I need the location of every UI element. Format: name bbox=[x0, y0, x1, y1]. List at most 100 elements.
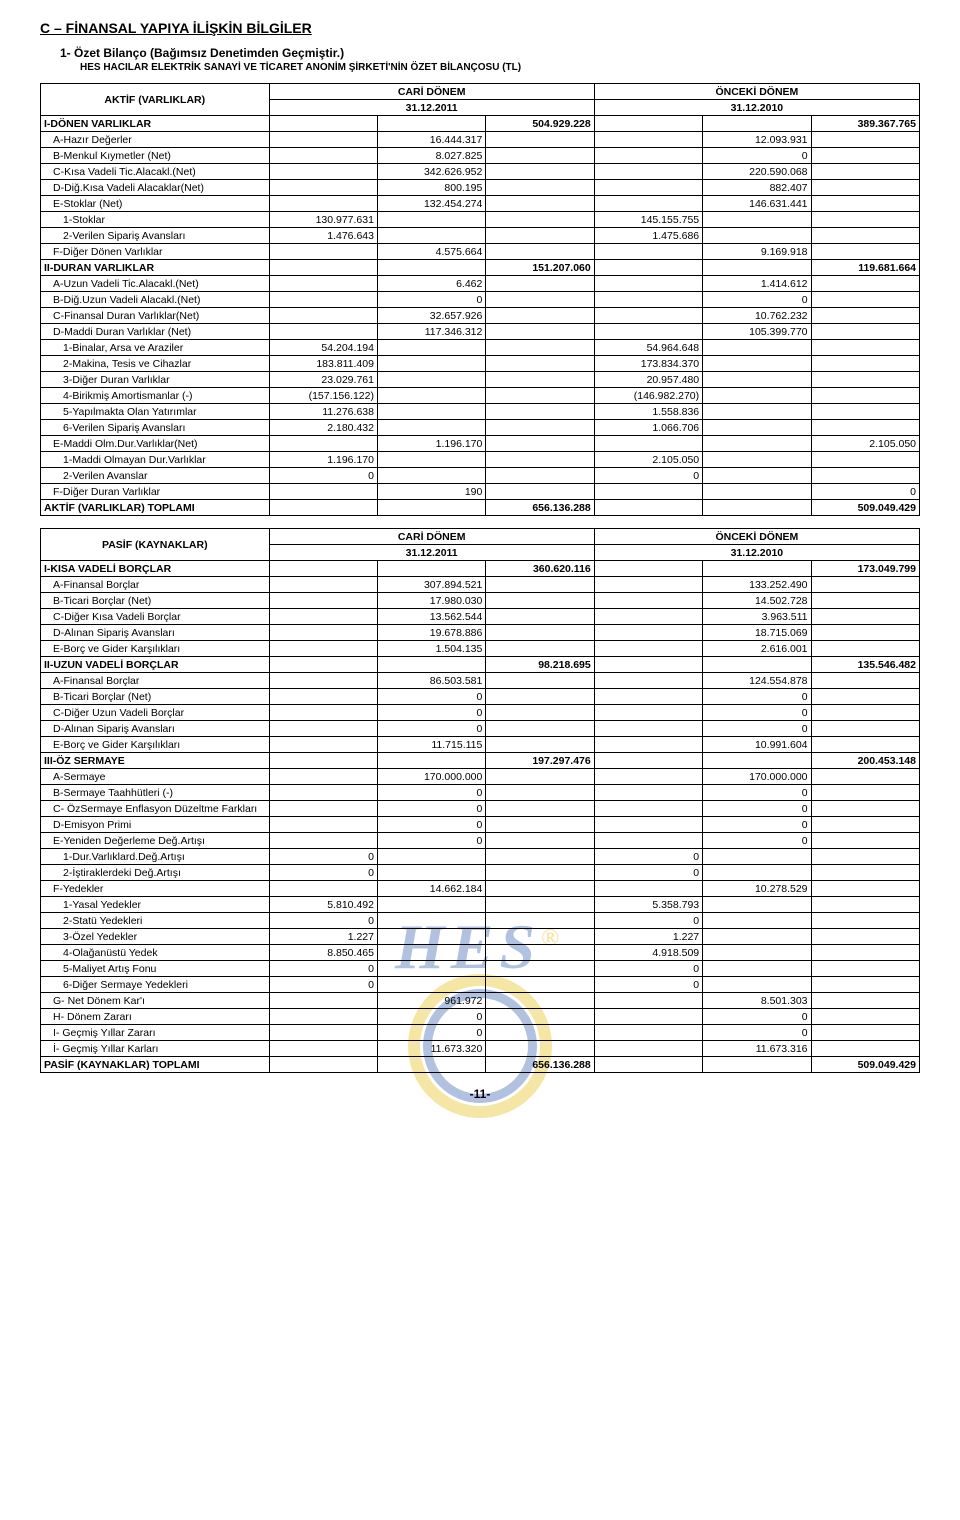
row-value: 132.454.274 bbox=[377, 196, 485, 212]
row-label: C-Finansal Duran Varlıklar(Net) bbox=[41, 308, 270, 324]
row-value bbox=[594, 561, 702, 577]
row-value bbox=[594, 292, 702, 308]
row-label: 4-Olağanüstü Yedek bbox=[41, 945, 270, 961]
row-value bbox=[377, 913, 485, 929]
row-value bbox=[486, 484, 594, 500]
row-value bbox=[486, 817, 594, 833]
row-value bbox=[811, 420, 919, 436]
row-value bbox=[377, 356, 485, 372]
row-value: 0 bbox=[703, 689, 811, 705]
row-value bbox=[594, 817, 702, 833]
row-value bbox=[377, 897, 485, 913]
row-value bbox=[594, 737, 702, 753]
row-value bbox=[811, 689, 919, 705]
row-value bbox=[594, 324, 702, 340]
row-value: 0 bbox=[377, 705, 485, 721]
row-value bbox=[486, 1025, 594, 1041]
table-row: III-ÖZ SERMAYE197.297.476200.453.148 bbox=[41, 753, 920, 769]
row-value bbox=[811, 929, 919, 945]
row-value bbox=[269, 817, 377, 833]
row-value bbox=[486, 276, 594, 292]
row-value bbox=[703, 452, 811, 468]
row-value bbox=[269, 769, 377, 785]
row-value: 5.810.492 bbox=[269, 897, 377, 913]
row-value bbox=[486, 164, 594, 180]
row-value: 0 bbox=[703, 292, 811, 308]
row-value bbox=[269, 801, 377, 817]
row-value bbox=[269, 1025, 377, 1041]
row-value bbox=[486, 993, 594, 1009]
table-row: A-Finansal Borçlar86.503.581124.554.878 bbox=[41, 673, 920, 689]
row-value: 656.136.288 bbox=[486, 1057, 594, 1073]
row-value bbox=[269, 753, 377, 769]
row-value bbox=[594, 180, 702, 196]
row-value bbox=[269, 705, 377, 721]
aktif-header-label: AKTİF (VARLIKLAR) bbox=[41, 84, 270, 116]
row-value bbox=[703, 500, 811, 516]
table-row: G- Net Dönem Kar'ı961.9728.501.303 bbox=[41, 993, 920, 1009]
row-value bbox=[811, 801, 919, 817]
row-value: 0 bbox=[377, 1009, 485, 1025]
row-value bbox=[811, 881, 919, 897]
row-value: (157.156.122) bbox=[269, 388, 377, 404]
row-value bbox=[269, 292, 377, 308]
row-value bbox=[703, 388, 811, 404]
row-value bbox=[594, 705, 702, 721]
row-label: 2-İştiraklerdeki Değ.Artışı bbox=[41, 865, 270, 881]
row-value: 800.195 bbox=[377, 180, 485, 196]
row-label: III-ÖZ SERMAYE bbox=[41, 753, 270, 769]
row-value: 2.616.001 bbox=[703, 641, 811, 657]
row-value: 173.049.799 bbox=[811, 561, 919, 577]
row-value: 1.196.170 bbox=[269, 452, 377, 468]
row-value: 19.678.886 bbox=[377, 625, 485, 641]
row-value: 360.620.116 bbox=[486, 561, 594, 577]
row-value bbox=[811, 593, 919, 609]
row-value bbox=[377, 753, 485, 769]
row-value: 0 bbox=[703, 705, 811, 721]
row-value bbox=[486, 324, 594, 340]
row-value bbox=[594, 785, 702, 801]
row-value bbox=[703, 945, 811, 961]
row-value: 0 bbox=[269, 977, 377, 993]
aktif-cari-header: CARİ DÖNEM bbox=[269, 84, 594, 100]
row-value bbox=[486, 689, 594, 705]
table-row: I-KISA VADELİ BORÇLAR360.620.116173.049.… bbox=[41, 561, 920, 577]
row-value bbox=[703, 913, 811, 929]
row-value: 23.029.761 bbox=[269, 372, 377, 388]
row-value: 200.453.148 bbox=[811, 753, 919, 769]
table-row: 4-Birikmiş Amortismanlar (-)(157.156.122… bbox=[41, 388, 920, 404]
row-value: 509.049.429 bbox=[811, 500, 919, 516]
table-row: 1-Dur.Varlıklard.Değ.Artışı00 bbox=[41, 849, 920, 865]
row-value bbox=[486, 1041, 594, 1057]
row-value bbox=[269, 116, 377, 132]
row-label: 2-Verilen Avanslar bbox=[41, 468, 270, 484]
row-label: PASİF (KAYNAKLAR) TOPLAMI bbox=[41, 1057, 270, 1073]
row-value: 3.963.511 bbox=[703, 609, 811, 625]
row-value bbox=[703, 372, 811, 388]
row-value bbox=[269, 484, 377, 500]
row-label: E-Borç ve Gider Karşılıkları bbox=[41, 641, 270, 657]
row-value: 20.957.480 bbox=[594, 372, 702, 388]
row-value bbox=[703, 260, 811, 276]
table-row: E-Maddi Olm.Dur.Varlıklar(Net)1.196.1702… bbox=[41, 436, 920, 452]
row-value: 0 bbox=[377, 785, 485, 801]
row-value: 1.475.686 bbox=[594, 228, 702, 244]
table-row: 2-Makina, Tesis ve Cihazlar183.811.40917… bbox=[41, 356, 920, 372]
row-value: 0 bbox=[269, 961, 377, 977]
row-value bbox=[594, 769, 702, 785]
row-value bbox=[594, 116, 702, 132]
row-value bbox=[486, 452, 594, 468]
table-row: A-Uzun Vadeli Tic.Alacakl.(Net)6.4621.41… bbox=[41, 276, 920, 292]
row-label: I- Geçmiş Yıllar Zararı bbox=[41, 1025, 270, 1041]
row-value bbox=[486, 913, 594, 929]
row-value bbox=[269, 833, 377, 849]
row-value bbox=[594, 641, 702, 657]
row-value: 342.626.952 bbox=[377, 164, 485, 180]
row-value bbox=[486, 468, 594, 484]
row-label: 6-Verilen Sipariş Avansları bbox=[41, 420, 270, 436]
row-value: 0 bbox=[703, 833, 811, 849]
row-value bbox=[811, 148, 919, 164]
row-value bbox=[594, 132, 702, 148]
row-value: 1.227 bbox=[269, 929, 377, 945]
table-row: 1-Yasal Yedekler5.810.4925.358.793 bbox=[41, 897, 920, 913]
